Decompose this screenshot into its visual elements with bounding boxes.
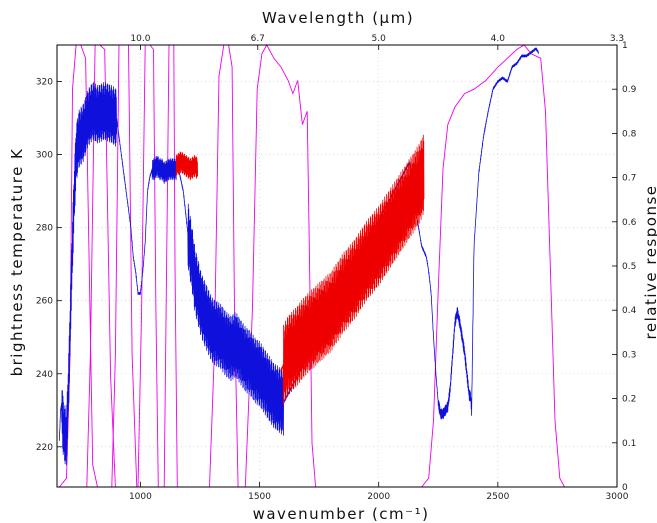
spectrum-series	[280, 134, 425, 406]
y-tick-label: 280	[36, 224, 53, 234]
x-tick-label: 1000	[129, 492, 152, 502]
y-tick-label: 300	[36, 151, 53, 161]
x-tick-label: 3000	[606, 492, 629, 502]
response-curve	[163, 44, 178, 488]
top-tick-label: 5.0	[372, 34, 387, 44]
x-tick-label: 1500	[248, 492, 271, 502]
y2-tick-label: 0.3	[622, 350, 636, 360]
y-tick-label: 240	[36, 370, 53, 380]
y2-tick-label: 0	[622, 483, 628, 493]
x-tick-label: 2000	[367, 492, 390, 502]
spectrum-series	[175, 151, 198, 181]
y2-axis-title: relative response	[642, 185, 657, 340]
y2-tick-label: 0.7	[622, 174, 636, 184]
y-tick-label: 220	[36, 443, 53, 453]
response-curve	[209, 44, 239, 488]
y2-tick-label: 0.2	[622, 395, 636, 405]
y2-tick-label: 0.8	[622, 129, 637, 139]
y2-tick-label: 1	[622, 41, 628, 51]
response-curve	[421, 44, 565, 488]
y2-tick-label: 0.1	[622, 439, 636, 449]
x-axis-title: wavenumber (cm⁻¹)	[253, 505, 430, 523]
top-tick-label: 6.7	[251, 34, 265, 44]
top-tick-label: 10.0	[130, 34, 150, 44]
y-tick-label: 260	[36, 297, 53, 307]
response-curve	[244, 44, 317, 488]
y2-tick-label: 0.9	[622, 85, 637, 95]
y2-tick-label: 0.5	[622, 262, 636, 272]
top-tick-label: 4.0	[491, 34, 506, 44]
y-tick-label: 320	[36, 78, 53, 88]
top-axis-title: Wavelength (μm)	[262, 9, 414, 27]
x-tick-label: 2500	[486, 492, 509, 502]
y2-tick-label: 0.4	[622, 306, 637, 316]
y2-tick-label: 0.6	[622, 218, 637, 228]
top-tick-label: 3.3	[610, 34, 624, 44]
y-axis-title: brightness temperature K	[8, 148, 26, 377]
response-curve	[137, 44, 159, 488]
plot-frame	[56, 44, 618, 488]
